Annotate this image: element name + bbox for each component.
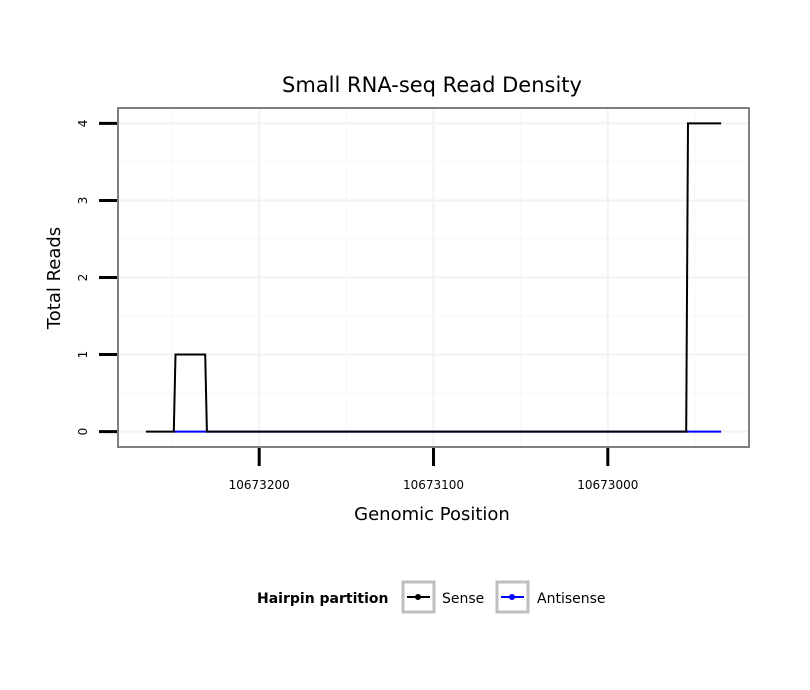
legend-item-antisense[interactable]: Antisense [495,580,606,614]
legend-label-sense: Sense [442,591,484,607]
legend-point-sense [415,594,421,600]
y-tick-label: 2 [76,274,90,282]
legend-label-antisense: Antisense [537,591,606,607]
x-axis-title: Genomic Position [354,504,510,525]
x-tick-label: 10673200 [229,478,290,492]
legend-item-sense[interactable]: Sense [401,580,484,614]
grid [118,108,749,447]
legend-point-antisense [509,594,515,600]
x-tick-label: 10673000 [577,478,638,492]
series-layer [145,122,722,433]
legend: Hairpin partition Sense Antisense [257,580,606,614]
y-tick-label: 3 [76,197,90,205]
series-line-sense [145,122,722,433]
x-axis: 10673200 10673100 10673000 [229,448,638,492]
plot-border [117,107,750,448]
y-tick-label: 1 [76,351,90,359]
y-axis: 0 1 2 3 4 [76,120,117,436]
y-axis-title: Total Reads [44,227,65,330]
y-tick-label: 4 [76,120,90,128]
y-tick-label: 0 [76,428,90,436]
x-tick-label: 10673100 [403,478,464,492]
legend-title: Hairpin partition [257,591,388,607]
chart-title: Small RNA-seq Read Density [282,73,582,97]
